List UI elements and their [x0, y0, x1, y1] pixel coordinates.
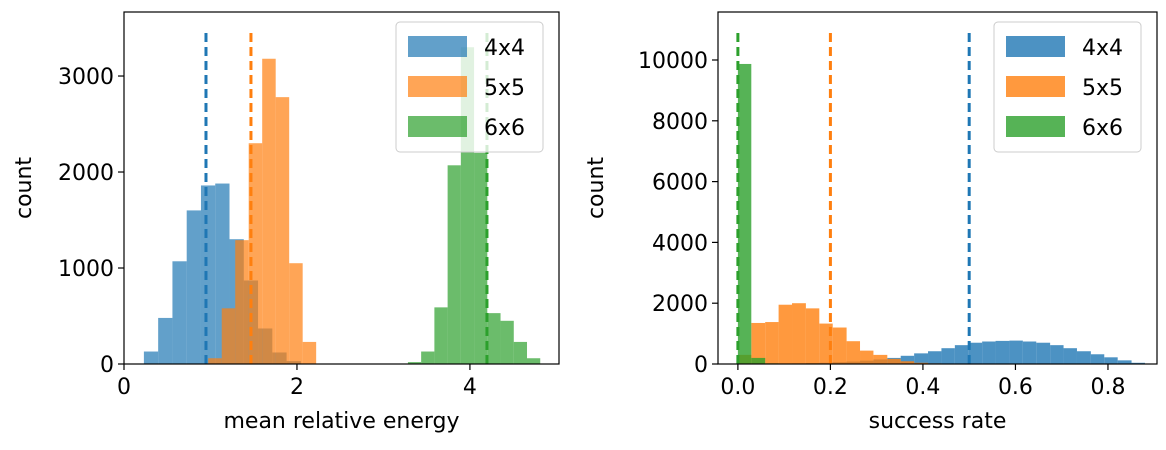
- x-tick-label: 0: [117, 375, 131, 400]
- y-tick-label: 10000: [638, 49, 708, 74]
- y-tick-label: 3000: [58, 65, 114, 90]
- legend-label: 4x4: [1082, 36, 1123, 61]
- histogram-bar: [289, 263, 302, 364]
- histogram-bar: [235, 240, 248, 364]
- histogram-bar: [187, 210, 201, 364]
- histogram-bar: [806, 308, 819, 364]
- y-tick-label: 0: [100, 353, 114, 378]
- legend-label: 5x5: [484, 76, 525, 101]
- histogram-bar: [421, 352, 434, 364]
- histogram-bar: [1091, 354, 1104, 364]
- x-tick-label: 2: [290, 375, 304, 400]
- histogram-bar: [996, 341, 1010, 364]
- histogram-bar: [833, 328, 847, 364]
- histogram-bar: [751, 358, 765, 364]
- legend-label: 5x5: [1082, 76, 1123, 101]
- histogram-bar: [487, 313, 500, 364]
- y-tick-label: 8000: [652, 110, 708, 135]
- histogram-bar: [1104, 357, 1117, 364]
- x-tick-label: 0.4: [905, 375, 940, 400]
- x-axis-label: mean relative energy: [223, 409, 459, 434]
- histogram-bar: [1050, 345, 1063, 364]
- y-tick-label: 4000: [652, 231, 708, 256]
- histogram-bar: [172, 261, 186, 364]
- histogram-bar: [928, 351, 941, 364]
- legend-label: 4x4: [484, 36, 525, 61]
- histogram-bar: [1064, 348, 1077, 364]
- y-axis-label: count: [12, 157, 37, 219]
- legend-swatch: [1006, 116, 1065, 137]
- histogram-bar: [969, 343, 982, 364]
- legend-swatch: [1006, 36, 1065, 57]
- histogram-bar: [982, 342, 995, 364]
- y-tick-label: 2000: [58, 161, 114, 186]
- x-tick-label: 0.6: [998, 375, 1033, 400]
- legend-swatch: [408, 116, 467, 137]
- x-tick-label: 4: [463, 375, 477, 400]
- y-tick-label: 0: [694, 353, 708, 378]
- histogram-bar: [276, 97, 289, 364]
- histogram-bar: [860, 351, 873, 364]
- x-tick-label: 0.8: [1090, 375, 1125, 400]
- x-axis-label: success rate: [869, 409, 1007, 434]
- legend-label: 6x6: [1082, 116, 1123, 141]
- histogram-bar: [434, 307, 447, 364]
- y-tick-label: 1000: [58, 257, 114, 282]
- histogram-bar: [1009, 341, 1022, 364]
- histogram-bar: [201, 185, 215, 364]
- histogram-bar: [303, 342, 316, 364]
- x-tick-label: 0.0: [720, 375, 755, 400]
- histogram-bar: [208, 358, 221, 364]
- x-tick-label: 0.2: [813, 375, 848, 400]
- histogram-bar: [847, 341, 860, 364]
- histogram-bar: [144, 352, 158, 364]
- histogram-bar: [955, 345, 969, 364]
- histogram-bar: [914, 353, 928, 364]
- histogram-bar: [514, 342, 527, 364]
- histogram-bar: [1077, 351, 1091, 364]
- legend-swatch: [408, 36, 467, 57]
- histogram-bar: [158, 318, 172, 364]
- legend-label: 6x6: [484, 116, 525, 141]
- histogram-bar: [448, 165, 461, 364]
- y-axis-label: count: [584, 157, 609, 219]
- histogram-bar: [474, 153, 487, 364]
- histogram-bar: [765, 322, 778, 364]
- histogram-bar: [1023, 342, 1036, 364]
- histogram-bar: [873, 355, 887, 364]
- histogram-bar: [262, 59, 275, 364]
- histogram-bar: [887, 359, 900, 364]
- y-tick-label: 2000: [652, 292, 708, 317]
- histogram-bar: [751, 323, 765, 364]
- histogram-bar: [1036, 343, 1050, 364]
- legend-swatch: [408, 76, 467, 97]
- histogram-bar: [779, 305, 792, 364]
- legend-swatch: [1006, 76, 1065, 97]
- histogram-bar: [941, 348, 954, 364]
- histogram-bar: [222, 308, 235, 364]
- histogram-bar: [527, 358, 540, 364]
- histogram-bar: [738, 64, 751, 364]
- y-tick-label: 6000: [652, 171, 708, 196]
- histogram-bar: [501, 321, 514, 364]
- histogram-bar: [792, 303, 806, 364]
